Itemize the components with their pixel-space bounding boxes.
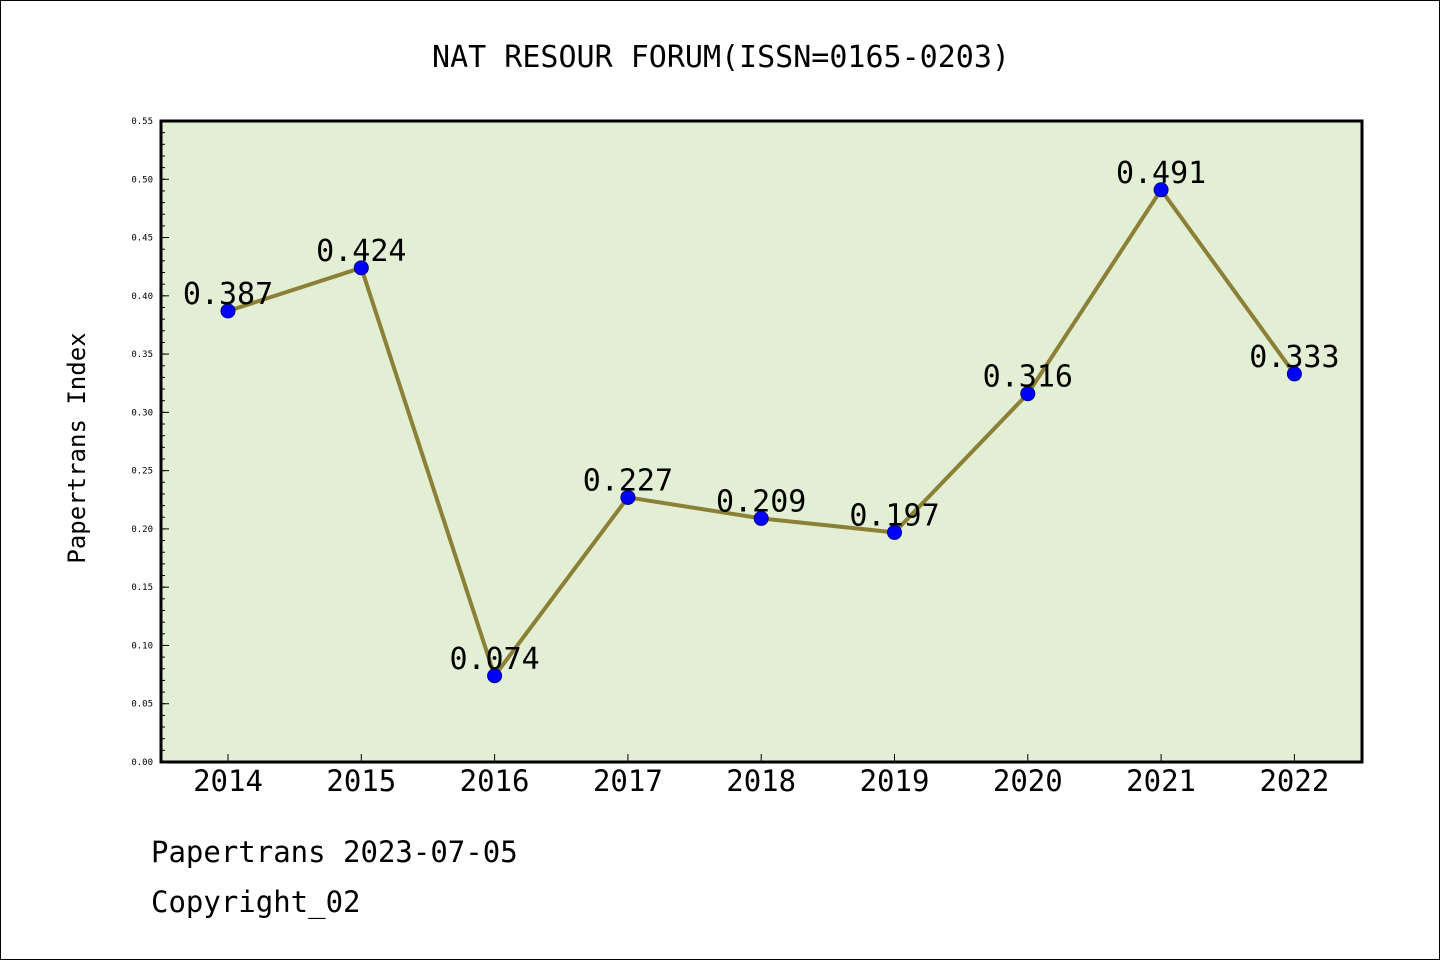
data-point bbox=[1286, 366, 1302, 382]
data-label: 0.074 bbox=[449, 642, 539, 677]
series-markers bbox=[220, 182, 1302, 684]
y-tick-label: 0.10 bbox=[131, 641, 153, 651]
y-tick-label: 0.00 bbox=[131, 758, 153, 768]
data-point bbox=[620, 489, 636, 505]
x-tick-label: 2022 bbox=[1259, 764, 1329, 798]
plot-area bbox=[159, 119, 1364, 764]
data-label: 0.209 bbox=[716, 484, 806, 519]
data-label: 0.316 bbox=[983, 360, 1073, 395]
data-label: 0.197 bbox=[849, 498, 939, 533]
data-label: 0.387 bbox=[183, 277, 273, 312]
data-point bbox=[1020, 386, 1036, 402]
data-point bbox=[1153, 182, 1169, 198]
data-point bbox=[753, 510, 769, 526]
y-axis: 0.00 0.05 0.10 0.15 0.20 0.25 0.30 0.35 0.40 0.45… bbox=[131, 117, 169, 768]
x-tick-label: 2019 bbox=[860, 764, 930, 798]
x-tick-label: 2014 bbox=[193, 764, 263, 798]
data-label: 0.424 bbox=[316, 234, 406, 269]
footer-date: Papertrans 2023-07-05 bbox=[151, 835, 518, 869]
x-tick-label: 2016 bbox=[460, 764, 530, 798]
data-point bbox=[487, 668, 503, 684]
y-tick-label: 0.30 bbox=[131, 408, 153, 418]
data-point bbox=[220, 303, 236, 319]
footer-copyright: Copyright_02 bbox=[151, 885, 361, 919]
x-axis: 2014 2015 2016 2017 2018 2019 2020 2021 2022 bbox=[193, 754, 1329, 798]
y-tick-label: 0.25 bbox=[131, 467, 153, 477]
data-point bbox=[887, 524, 902, 540]
y-axis-label: Papertrans Index bbox=[63, 332, 91, 563]
chart-title: NAT RESOUR FORUM(ISSN=0165-0203) bbox=[432, 40, 1010, 75]
data-label: 0.333 bbox=[1249, 340, 1339, 375]
data-point bbox=[353, 260, 369, 276]
x-tick-label: 2020 bbox=[993, 764, 1063, 798]
x-tick-label: 2021 bbox=[1126, 764, 1196, 798]
x-tick-label: 2017 bbox=[593, 764, 663, 798]
data-labels: 0.387 0.424 0.074 0.227 0.209 0.197 0.316 0.491… bbox=[183, 156, 1340, 677]
y-tick-label: 0.05 bbox=[131, 700, 153, 710]
y-tick-label: 0.55 bbox=[131, 117, 153, 127]
data-label: 0.227 bbox=[583, 463, 673, 498]
y-tick-label: 0.20 bbox=[131, 525, 153, 535]
y-tick-label: 0.35 bbox=[131, 350, 153, 360]
x-tick-label: 2018 bbox=[726, 764, 796, 798]
y-tick-label: 0.50 bbox=[131, 175, 153, 185]
x-tick-label: 2015 bbox=[326, 764, 396, 798]
y-tick-label: 0.45 bbox=[131, 234, 153, 244]
y-tick-label: 0.15 bbox=[131, 583, 153, 593]
y-tick-label: 0.40 bbox=[131, 292, 153, 302]
data-label: 0.491 bbox=[1116, 156, 1206, 191]
